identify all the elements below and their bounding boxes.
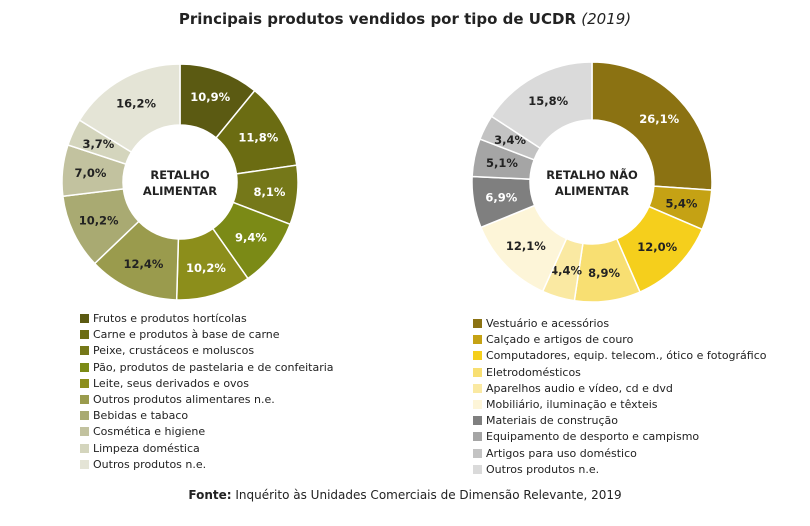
- center-label-line-2: ALIMENTAR: [555, 184, 629, 198]
- legend-label: Computadores, equip. telecom., ótico e f…: [486, 349, 767, 363]
- data-label-aparelhos-audio-e-video-cd-e-dvd: 4,4%: [550, 263, 582, 277]
- legend-swatch: [80, 346, 89, 356]
- legend-label: Pão, produtos de pastelaria e de confeit…: [93, 360, 334, 374]
- legend-swatch: [80, 459, 89, 469]
- legend-swatch: [473, 399, 482, 409]
- legend-label: Outros produtos n.e.: [486, 462, 600, 476]
- donut-chart-retalho-alimentar: 10,9% 11,8% 8,1% 9,4% 10,2% 12,4% 10,2% 7,0% 3,7…: [61, 63, 299, 301]
- legend-swatch: [473, 367, 482, 377]
- legend-item-frutos-e-produtos-horticolas: Frutos e produtos hortícolas: [80, 311, 334, 327]
- legend-label: Frutos e produtos hortícolas: [93, 312, 247, 325]
- data-label-calcado-e-artigos-de-couro: 5,4%: [665, 197, 697, 211]
- legend-item-artigos-para-uso-domestico: Artigos para uso doméstico: [473, 446, 767, 462]
- legend-item-pao-produtos-de-pastelaria-e-de-confeitaria: Pão, produtos de pastelaria e de confeit…: [80, 360, 334, 376]
- legend-label: Limpeza doméstica: [93, 441, 200, 455]
- data-label-leite-seus-derivados-e-ovos: 10,2%: [186, 261, 226, 275]
- legend-swatch: [80, 427, 89, 437]
- chart-title: Principais produtos vendidos por tipo de…: [178, 10, 632, 28]
- legend-item-carne-e-produtos-a-base-de-carne: Carne e produtos à base de carne: [80, 327, 334, 343]
- data-label-outros-produtos-n-e: 15,8%: [528, 94, 568, 108]
- data-label-carne-e-produtos-a-base-de-carne: 11,8%: [238, 131, 278, 145]
- data-label-equipamento-de-desporto-e-campismo: 5,1%: [486, 156, 518, 170]
- slice-outros-produtos-n-e: [78, 63, 181, 154]
- legend-swatch: [80, 378, 89, 388]
- data-label-peixe-crustaceos-e-moluscos: 8,1%: [253, 185, 285, 199]
- legend-item-computadores-equip-telecom-otico-e-fotografico: Computadores, equip. telecom., ótico e f…: [473, 348, 767, 364]
- legend-label: Eletrodomésticos: [486, 365, 581, 379]
- legend-label: Carne e produtos à base de carne: [93, 328, 280, 342]
- legend-swatch: [473, 383, 482, 393]
- legend-swatch: [80, 362, 89, 372]
- legend-swatch: [473, 335, 482, 345]
- legend-label: Mobiliário, iluminação e têxteis: [486, 397, 658, 411]
- legend-retalho-alimentar: Frutos e produtos hortícolas Carne e prod…: [80, 311, 334, 473]
- legend-item-leite-seus-derivados-e-ovos: Leite, seus derivados e ovos: [80, 376, 334, 392]
- legend-item-bebidas-e-tabaco: Bebidas e tabaco: [80, 408, 334, 424]
- legend-swatch: [473, 319, 482, 328]
- donut-chart-retalho-nao-alimentar: 26,1% 5,4% 12,0% 8,9% 4,4% 12,1% 6,9% 5,1% 3,4% 1…: [471, 61, 713, 303]
- data-label-outros-produtos-n-e: 16,2%: [116, 96, 156, 110]
- data-label-computadores-equip-telecom-otico-e-fotografico: 12,0%: [637, 240, 677, 254]
- slice-vestuario-e-acessorios: [591, 61, 713, 191]
- legend-label: Outros produtos n.e.: [93, 457, 207, 471]
- data-label-bebidas-e-tabaco: 10,2%: [79, 213, 119, 227]
- legend-item-materiais-de-construcao: Materiais de construção: [473, 413, 767, 429]
- legend-item-vestuario-e-acessorios: Vestuário e acessórios: [473, 316, 767, 332]
- legend-item-limpeza-domestica: Limpeza doméstica: [80, 441, 334, 457]
- source-note: Fonte: Inquérito às Unidades Comerciais …: [188, 488, 622, 502]
- legend-swatch: [80, 314, 89, 323]
- legend-item-outros-produtos-alimentares-n-e: Outros produtos alimentares n.e.: [80, 392, 334, 408]
- legend-label: Peixe, crustáceos e moluscos: [93, 344, 255, 358]
- legend-swatch: [473, 416, 482, 426]
- legend-item-cosmetica-e-higiene: Cosmética e higiene: [80, 424, 334, 440]
- center-label-line-2: ALIMENTAR: [143, 184, 217, 198]
- data-label-mobiliario-iluminacao-e-texteis: 12,1%: [506, 239, 546, 253]
- data-label-frutos-e-produtos-horticolas: 10,9%: [190, 90, 230, 104]
- legend-item-aparelhos-audio-e-video-cd-e-dvd: Aparelhos audio e vídeo, cd e dvd: [473, 381, 767, 397]
- legend-item-mobiliario-iluminacao-e-texteis: Mobiliário, iluminação e têxteis: [473, 397, 767, 413]
- slice-outros-produtos-n-e: [490, 61, 593, 150]
- legend-swatch: [80, 443, 89, 453]
- legend-label: Equipamento de desporto e campismo: [486, 430, 700, 444]
- legend-retalho-nao-alimentar: Vestuário e acessórios Calçado e artigos …: [473, 316, 767, 478]
- legend-label: Bebidas e tabaco: [93, 409, 189, 423]
- data-label-outros-produtos-alimentares-n-e: 12,4%: [123, 257, 163, 271]
- legend-swatch: [80, 394, 89, 404]
- legend-swatch: [473, 351, 482, 361]
- legend-swatch: [473, 432, 482, 442]
- data-label-artigos-para-uso-domestico: 3,4%: [494, 133, 526, 147]
- legend-swatch: [473, 448, 482, 458]
- legend-label: Outros produtos alimentares n.e.: [93, 392, 275, 406]
- legend-label: Materiais de construção: [486, 414, 618, 428]
- legend-label: Cosmética e higiene: [93, 425, 206, 439]
- center-label-line-1: RETALHO: [150, 168, 210, 182]
- legend-item-outros-produtos-n-e: Outros produtos n.e.: [473, 462, 767, 478]
- chart-title-year: (2019): [581, 10, 632, 28]
- legend-label: Calçado e artigos de couro: [486, 333, 634, 347]
- legend-item-eletrodomesticos: Eletrodomésticos: [473, 365, 767, 381]
- data-label-limpeza-domestica: 3,7%: [82, 137, 114, 151]
- legend-swatch: [473, 464, 482, 474]
- legend-item-equipamento-de-desporto-e-campismo: Equipamento de desporto e campismo: [473, 429, 767, 445]
- legend-label: Leite, seus derivados e ovos: [93, 376, 250, 390]
- legend-item-outros-produtos-n-e: Outros produtos n.e.: [80, 457, 334, 473]
- legend-swatch: [80, 411, 89, 421]
- legend-label: Vestuário e acessórios: [486, 317, 610, 330]
- legend-item-calcado-e-artigos-de-couro: Calçado e artigos de couro: [473, 332, 767, 348]
- center-label-line-1: RETALHO NÃO: [546, 167, 638, 182]
- data-label-materiais-de-construcao: 6,9%: [485, 191, 517, 205]
- legend-swatch: [80, 330, 89, 340]
- data-label-eletrodomesticos: 8,9%: [588, 266, 620, 280]
- legend-item-peixe-crustaceos-e-moluscos: Peixe, crustáceos e moluscos: [80, 343, 334, 359]
- data-label-vestuario-e-acessorios: 26,1%: [639, 112, 679, 126]
- data-label-cosmetica-e-higiene: 7,0%: [74, 166, 106, 180]
- legend-label: Artigos para uso doméstico: [486, 446, 637, 460]
- legend-label: Aparelhos audio e vídeo, cd e dvd: [486, 381, 673, 395]
- data-label-pao-produtos-de-pastelaria-e-de-confeitaria: 9,4%: [235, 230, 267, 244]
